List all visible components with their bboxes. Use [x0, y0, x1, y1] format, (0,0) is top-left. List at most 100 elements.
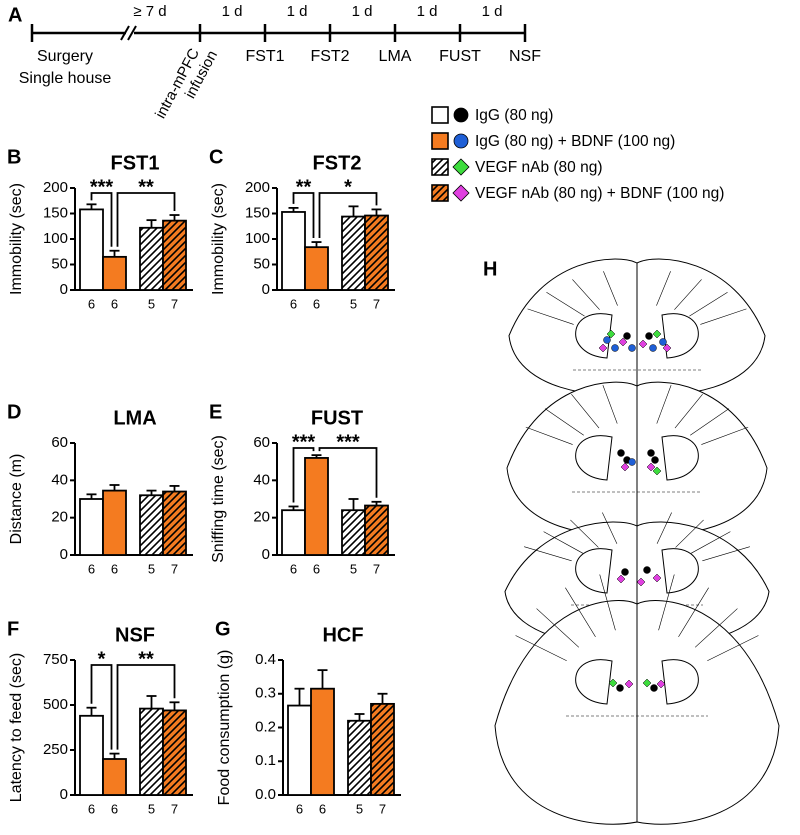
n-label: 6 — [319, 801, 326, 816]
y-axis-label: Distance (m) — [8, 454, 25, 545]
injection-site — [598, 343, 608, 353]
n-label: 7 — [171, 801, 178, 816]
n-label: 6 — [290, 561, 297, 576]
y-axis-label: Sniffing time (sec) — [210, 435, 227, 563]
injection-site — [628, 458, 636, 466]
injection-site — [620, 462, 630, 472]
n-label: 6 — [313, 296, 320, 311]
n-label: 6 — [88, 801, 95, 816]
significance-bracket — [90, 664, 113, 750]
brain-radial — [674, 279, 702, 310]
brain-radial — [658, 574, 675, 631]
n-label: 6 — [290, 296, 297, 311]
significance-label: ** — [138, 648, 154, 670]
brain-radial — [603, 271, 618, 306]
injection-site — [647, 449, 655, 457]
bar — [347, 719, 372, 796]
legend-label: VEGF nAb (80 ng) + BDNF (100 ng) — [475, 185, 724, 202]
brain-radial — [536, 608, 580, 648]
injection-site — [611, 344, 619, 352]
y-tick-label: 60 — [51, 434, 68, 451]
brain-radial — [525, 426, 573, 445]
n-label: 6 — [111, 561, 118, 576]
start-label: Single house — [19, 70, 112, 87]
n-label: 5 — [356, 801, 363, 816]
y-tick-label: 0.1 — [255, 752, 276, 769]
brain-ventricle — [575, 435, 613, 481]
brain-ventricle — [661, 548, 699, 594]
significance-label: ** — [296, 176, 312, 198]
injection-site — [642, 678, 652, 688]
event-label: FST1 — [245, 48, 284, 65]
y-tick-label: 0 — [262, 281, 270, 298]
brain-ventricle — [661, 659, 699, 705]
significance-bracket — [90, 192, 113, 247]
panel-letter: A — [8, 4, 22, 26]
n-label: 5 — [148, 296, 155, 311]
duration-label: ≥ 7 d — [133, 3, 166, 20]
y-tick-label: 100 — [245, 230, 270, 247]
brain-radial — [546, 292, 585, 317]
chart-title: FST2 — [313, 152, 362, 174]
timeline-break — [127, 25, 137, 41]
injection-site — [646, 462, 656, 472]
bar — [79, 498, 104, 556]
n-label: 7 — [373, 561, 380, 576]
brain-radial — [524, 546, 572, 562]
bar — [364, 214, 389, 291]
injection-site — [650, 684, 658, 692]
bar — [102, 255, 127, 291]
injection-site — [636, 577, 646, 587]
y-axis-label: Food consumption (g) — [216, 650, 233, 806]
brain-radial — [602, 512, 618, 544]
injection-site — [616, 574, 626, 584]
significance-bracket — [318, 192, 378, 239]
bar — [281, 509, 306, 556]
y-tick-label: 100 — [43, 230, 68, 247]
y-tick-label: 150 — [245, 204, 270, 221]
y-tick-label: 500 — [43, 696, 68, 713]
brain-radial — [702, 546, 750, 562]
panel-letter: H — [483, 258, 497, 280]
brain-ventricle — [575, 548, 613, 594]
n-label: 5 — [148, 561, 155, 576]
y-tick-label: 200 — [245, 179, 270, 196]
panel-letter: C — [209, 146, 223, 168]
brain-radial — [694, 608, 738, 648]
panel-letter: E — [209, 401, 222, 423]
brain-sections — [494, 258, 780, 825]
y-tick-label: 0.2 — [255, 718, 276, 735]
y-axis-label: Latency to feed (sec) — [8, 653, 25, 802]
injection-site — [652, 573, 662, 583]
y-tick-label: 750 — [43, 651, 68, 668]
brain-radial — [572, 279, 600, 310]
bar — [364, 504, 389, 556]
y-tick-label: 40 — [51, 471, 68, 488]
legend-marker — [452, 158, 470, 176]
injection-site — [649, 344, 657, 352]
bar — [310, 687, 335, 796]
injection-site — [645, 332, 653, 340]
brain-radial — [527, 308, 574, 325]
panel-letter: B — [7, 146, 21, 168]
injection-site — [628, 344, 636, 352]
brain-ventricle — [661, 435, 699, 481]
brain-radial — [571, 394, 600, 429]
y-tick-label: 250 — [43, 741, 68, 758]
bar — [304, 246, 329, 291]
chart-title: FST1 — [111, 152, 160, 174]
bar — [102, 758, 127, 796]
brain-radial — [565, 587, 596, 638]
duration-label: 1 d — [417, 3, 438, 20]
bar — [79, 208, 104, 291]
y-tick-label: 0 — [60, 546, 68, 563]
injection-site — [638, 339, 648, 349]
legend-swatch — [431, 132, 449, 150]
injection-site — [652, 329, 662, 339]
bar — [281, 211, 306, 291]
n-label: 6 — [111, 296, 118, 311]
brain-ventricle — [661, 313, 699, 359]
brain-radial — [599, 574, 616, 631]
bar — [139, 707, 164, 796]
legend-swatch — [431, 106, 449, 124]
